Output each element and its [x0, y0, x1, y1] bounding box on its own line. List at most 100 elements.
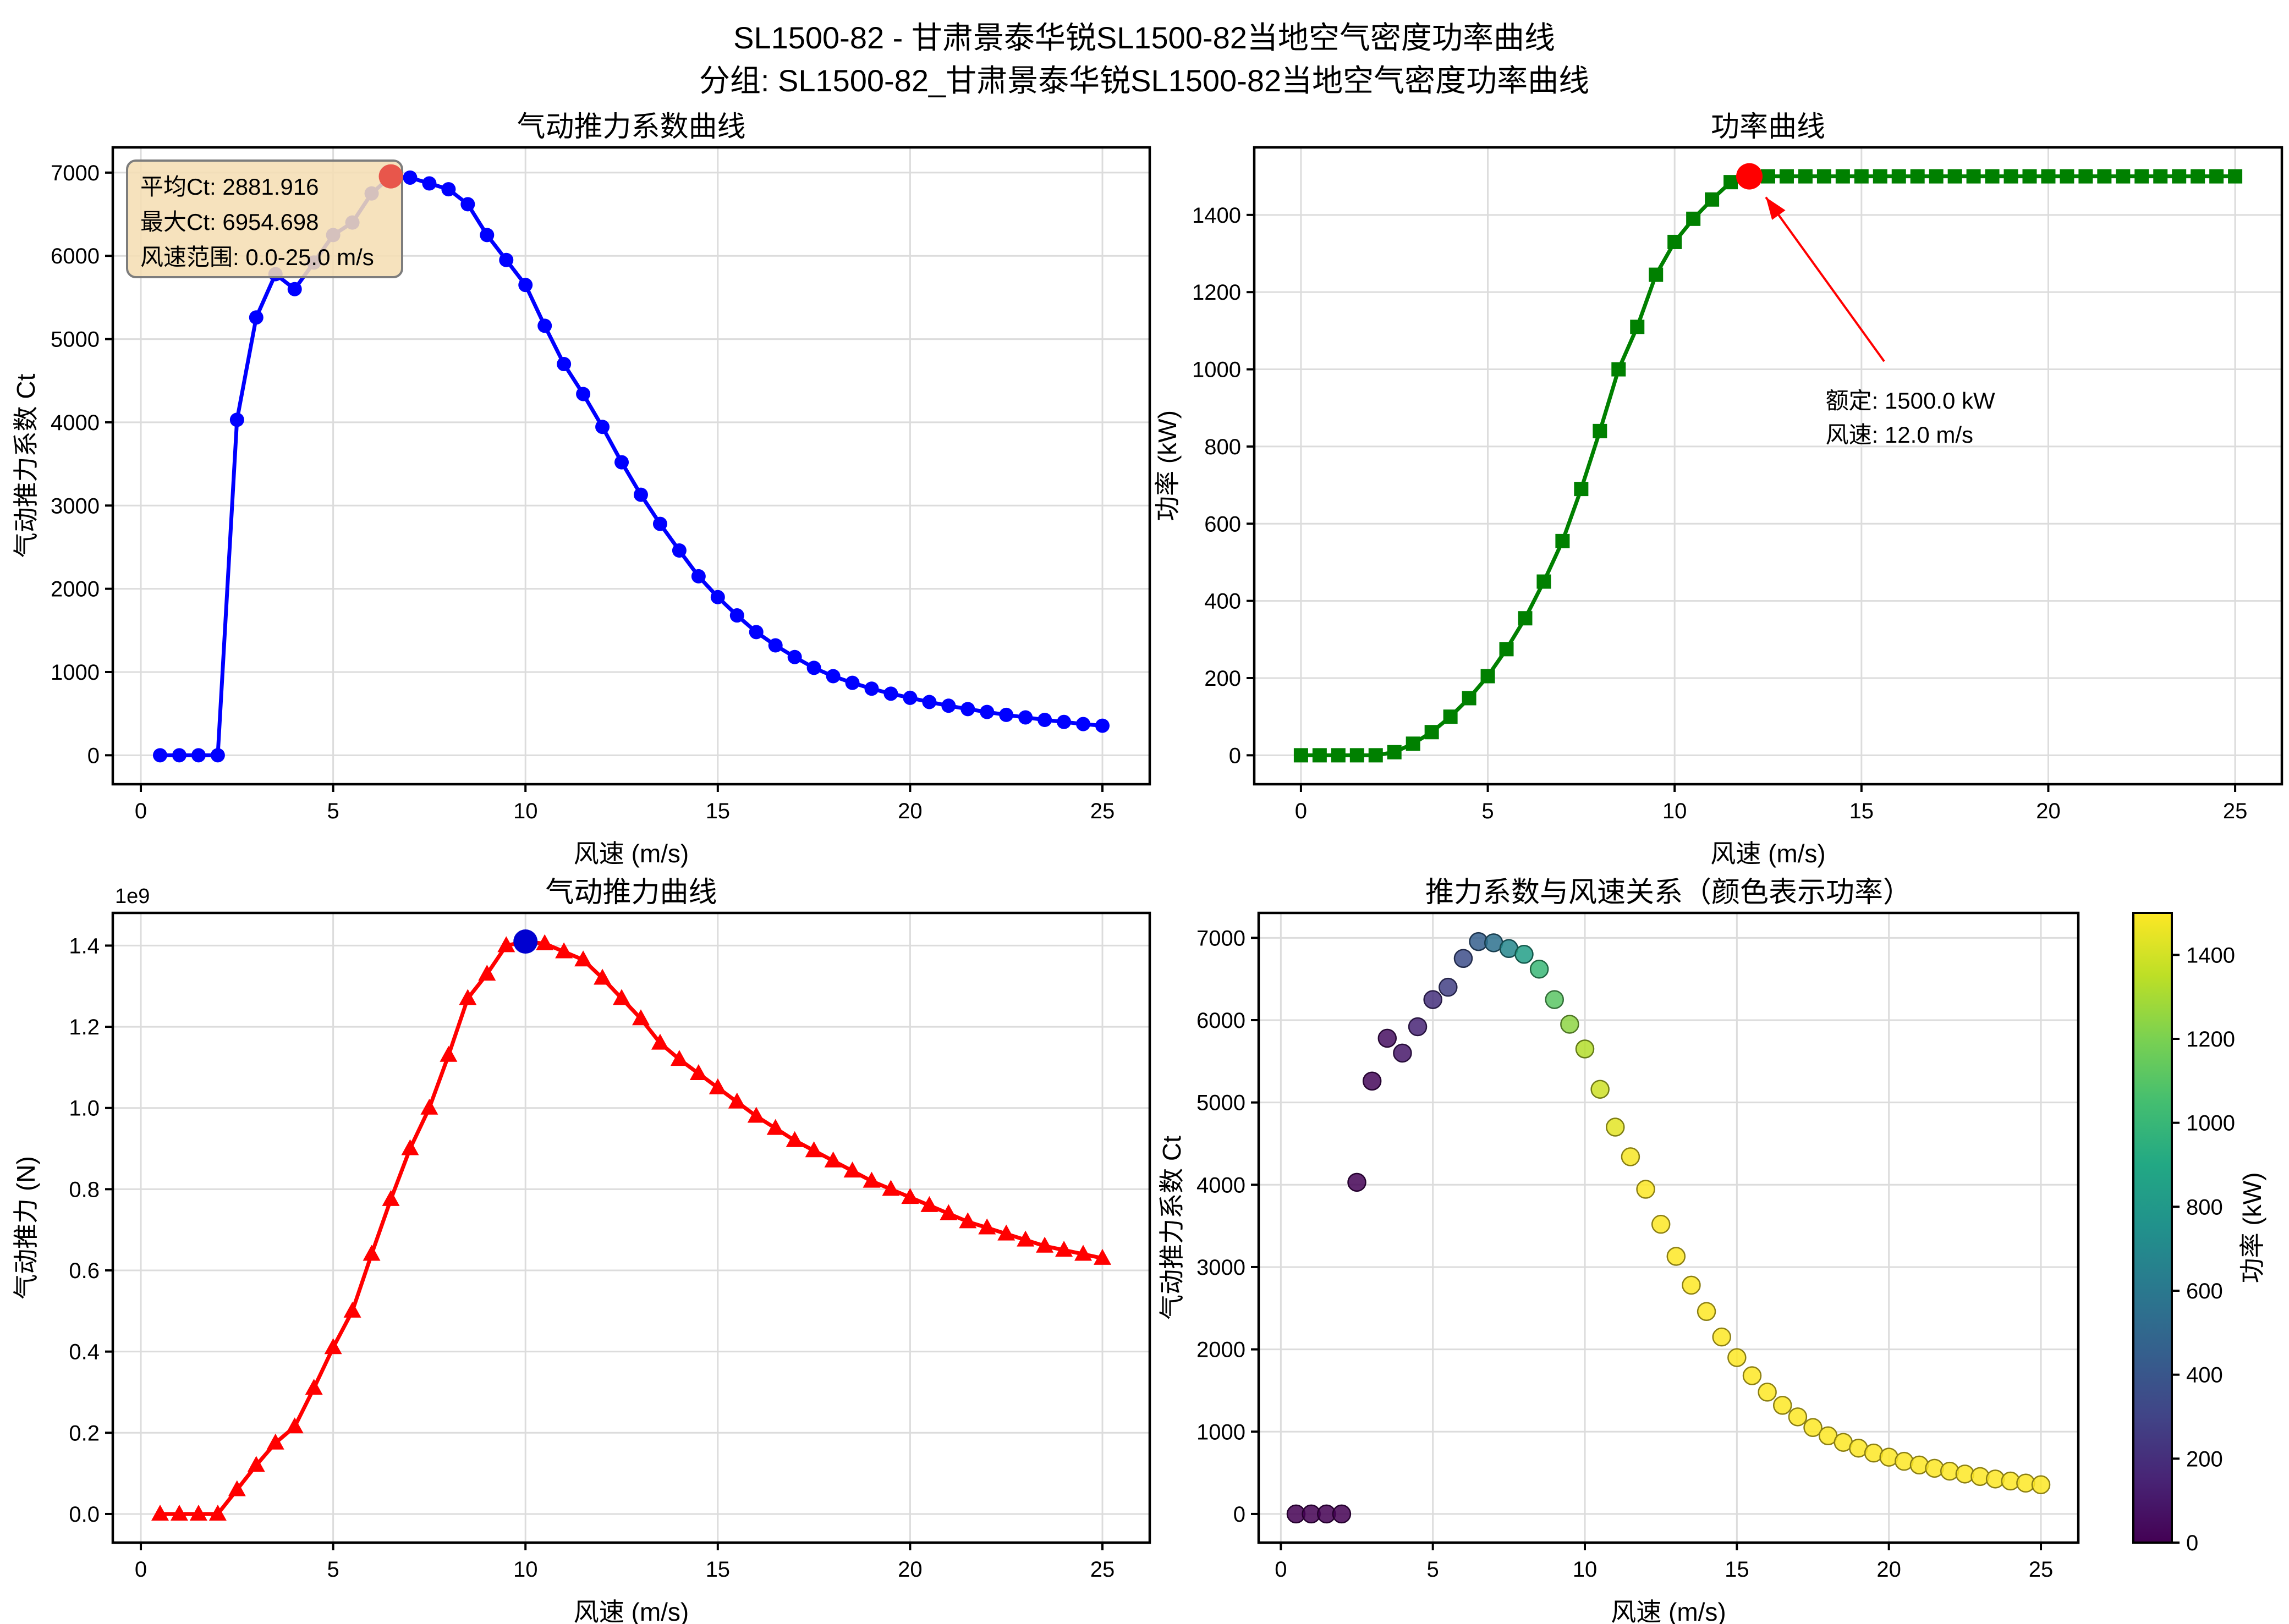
data-point: [152, 748, 167, 763]
data-point: [1443, 709, 1458, 724]
data-point: [460, 197, 475, 212]
power-curve-plot: 额定: 1500.0 kW 风速: 12.0 m/s 0 5 10 15 20 25 0 200 4…: [1153, 111, 2283, 868]
data-point: [191, 748, 206, 763]
annotation-text: 最大Ct: 6954.698: [140, 209, 319, 235]
data-point: [1362, 1071, 1382, 1091]
data-point: [1574, 482, 1589, 497]
data-point: [901, 1188, 919, 1204]
data-point: [172, 748, 186, 763]
data-point: [883, 686, 898, 701]
data-point: [249, 310, 264, 325]
data-point: [2191, 169, 2205, 184]
data-point: [903, 690, 918, 705]
tick-label: 5: [1427, 1557, 1439, 1582]
data-point: [805, 1141, 823, 1158]
tick-label: 1000: [51, 660, 100, 685]
data-point: [1606, 1117, 1625, 1137]
tick-label: 4000: [1196, 1173, 1245, 1197]
data-point: [1038, 713, 1052, 728]
tick-label: 4000: [51, 411, 100, 435]
data-point: [1621, 1147, 1640, 1166]
data-point: [633, 487, 648, 502]
data-point: [1697, 1302, 1716, 1322]
data-point: [2097, 169, 2112, 184]
thrust-curve-plot: 0 5 10 15 20 25 0.0 0.2 0.4 0.6 0.8 1.0 1.2 1.4 风速 (m/…: [12, 877, 1151, 1624]
data-point: [2078, 169, 2093, 184]
colorbar-tick-label: 1200: [2186, 1027, 2235, 1052]
data-point: [1312, 748, 1327, 763]
data-point: [557, 356, 572, 371]
tick-label: 20: [1876, 1557, 1901, 1582]
data-point: [1742, 1366, 1762, 1385]
data-point: [422, 176, 437, 191]
data-point: [1666, 1247, 1686, 1266]
data-point: [1929, 169, 1944, 184]
data-point: [170, 1504, 188, 1521]
data-point: [1773, 1396, 1792, 1415]
x-axis-label: 风速 (m/s): [1611, 1598, 1726, 1624]
data-point: [980, 704, 995, 719]
data-point: [1803, 1418, 1823, 1438]
data-point: [1686, 211, 1701, 226]
tick-label: 0: [87, 744, 100, 768]
tick-label: 15: [706, 799, 731, 823]
data-point: [287, 282, 302, 296]
data-point: [1854, 169, 1869, 184]
tick-label: 25: [1090, 1557, 1115, 1582]
subplots: 平均Ct: 2881.916 最大Ct: 6954.698 风速范围: 0.0-25…: [12, 111, 2283, 1624]
data-point: [672, 543, 687, 558]
tick-label: 6000: [1196, 1009, 1245, 1033]
data-point: [689, 1064, 707, 1080]
data-point: [1705, 192, 1720, 207]
data-point: [786, 1131, 804, 1147]
tick-label: 0: [1233, 1502, 1245, 1527]
data-point: [729, 608, 744, 623]
data-point: [1761, 169, 1775, 184]
data-point: [286, 1417, 304, 1434]
data-point: [2116, 169, 2131, 184]
data-point: [999, 707, 1014, 722]
highlight-point: [1736, 163, 1763, 190]
data-point: [747, 1106, 765, 1123]
data-point: [1560, 1015, 1579, 1034]
data-point: [652, 516, 667, 531]
annotation-text: 平均Ct: 2881.916: [140, 174, 319, 200]
colorbar-tick-label: 600: [2186, 1279, 2223, 1303]
tick-label: 7000: [51, 161, 100, 185]
data-point: [1649, 267, 1664, 282]
data-point: [1057, 714, 1072, 729]
tick-label: 400: [1204, 590, 1241, 614]
data-point: [1036, 1236, 1054, 1253]
x-axis-label: 风速 (m/s): [574, 839, 689, 868]
data-point: [1462, 691, 1476, 706]
data-point: [459, 989, 477, 1005]
highlight-point: [378, 164, 403, 189]
tick-label: 10: [1573, 1557, 1598, 1582]
axis-offset-text: 1e9: [115, 885, 150, 908]
data-point: [1536, 574, 1551, 589]
data-point: [555, 942, 573, 959]
data-point: [1095, 718, 1110, 733]
data-point: [1406, 736, 1420, 751]
data-point: [478, 965, 496, 981]
data-point: [691, 569, 706, 583]
data-point: [537, 318, 552, 333]
data-point: [247, 1456, 265, 1472]
data-point: [1788, 1407, 1808, 1427]
data-point: [151, 1504, 169, 1521]
data-point: [843, 1161, 861, 1178]
data-point: [574, 950, 592, 967]
tick-label: 1.0: [69, 1097, 100, 1121]
data-point: [1424, 725, 1439, 740]
y-axis-label: 功率 (kW): [1153, 410, 1182, 521]
data-point: [499, 252, 514, 267]
ct-power-scatter-plot: 0 5 10 15 20 25 0 1000 2000 3000 4000 5000 6000 7000 风…: [1157, 877, 2080, 1624]
data-point: [1611, 362, 1626, 377]
tick-label: 25: [1090, 799, 1115, 823]
data-point: [1575, 1039, 1595, 1059]
data-point: [845, 675, 860, 690]
data-point: [1555, 533, 1570, 548]
data-point: [920, 1196, 938, 1212]
data-point: [824, 1151, 842, 1168]
